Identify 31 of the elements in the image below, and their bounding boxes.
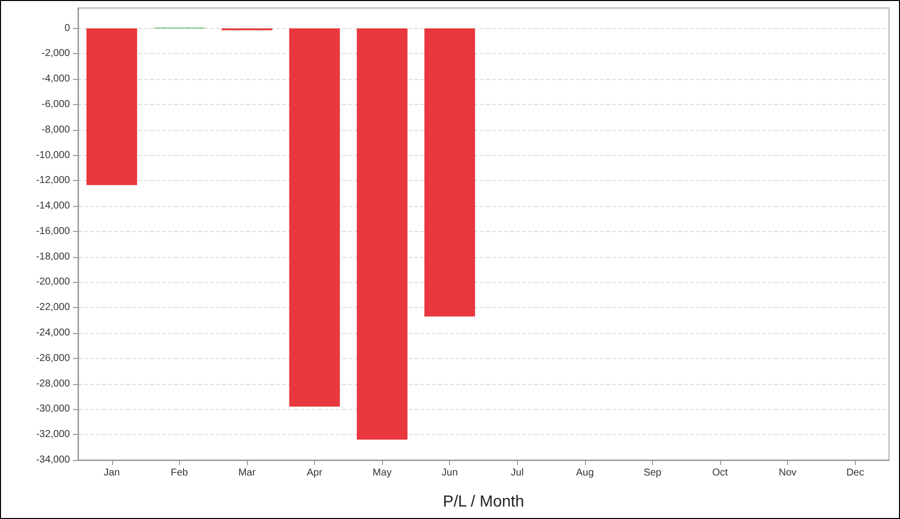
y-tick-label: -30,000 — [36, 404, 70, 415]
x-tick-label: May — [372, 468, 392, 478]
x-tick-label: Sep — [644, 468, 662, 478]
y-tick-label: -16,000 — [36, 226, 70, 237]
y-tick-label: -26,000 — [36, 352, 70, 364]
x-tick-label: Dec — [846, 468, 864, 478]
x-tick-label: Jun — [442, 468, 458, 478]
y-tick-label: -8,000 — [42, 124, 70, 136]
x-tick-label: Apr — [306, 468, 323, 478]
x-tick-label: Aug — [576, 468, 594, 478]
y-tick-label: -34,000 — [36, 454, 70, 466]
y-tick-label: -12,000 — [36, 175, 70, 186]
x-axis-title: P/L / Month — [442, 494, 524, 510]
y-tick-label: -28,000 — [36, 378, 70, 390]
y-tick-label: -4,000 — [42, 74, 70, 85]
x-tick-label: Nov — [778, 468, 797, 478]
x-tick-label: Jul — [510, 468, 524, 478]
x-tick-label: Oct — [712, 468, 728, 478]
y-tick-label: -2,000 — [42, 48, 70, 60]
y-tick-label: -20,000 — [36, 276, 70, 288]
y-tick-label: -22,000 — [36, 302, 70, 314]
x-tick-label: Mar — [238, 468, 256, 478]
y-tick-label: -32,000 — [36, 429, 70, 440]
x-tick-label: Jan — [104, 468, 120, 478]
x-tick-label: Feb — [170, 468, 188, 478]
y-tick-label: 0 — [64, 22, 70, 34]
y-tick-label: -14,000 — [36, 200, 70, 212]
y-tick-label: -24,000 — [36, 328, 70, 339]
y-tick-label: -18,000 — [36, 251, 70, 262]
y-tick-label: -10,000 — [36, 150, 70, 161]
y-tick-label: -6,000 — [42, 98, 70, 110]
